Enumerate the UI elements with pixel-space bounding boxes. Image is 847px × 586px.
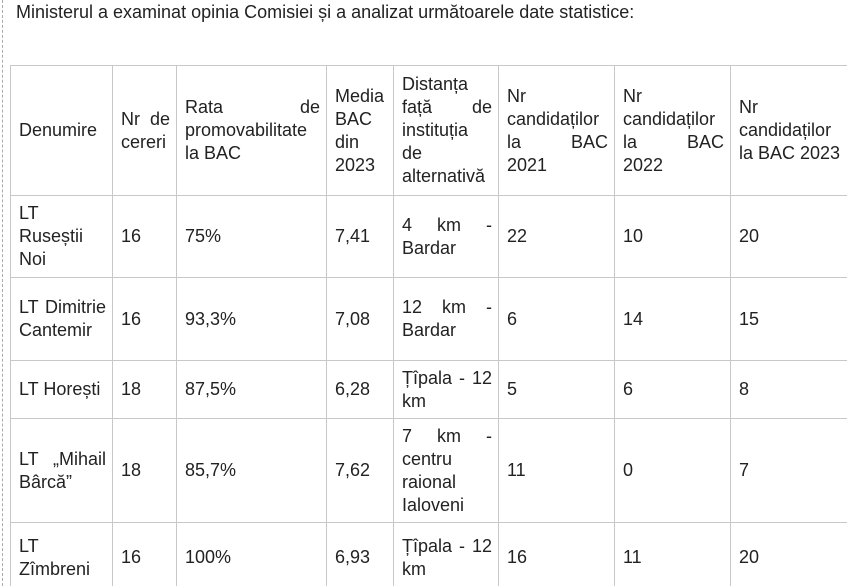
data-row: LT Zîmbreni 16 100% 6,93 Țîpala - 12 km 16 11 2… [10, 522, 847, 586]
cell: 7,08 [326, 277, 394, 361]
cell: 18 [112, 418, 177, 523]
cell: 16 [498, 522, 615, 586]
cell: 6,93 [326, 522, 394, 586]
header-cell: Media BAC din 2023 [326, 65, 394, 196]
data-row: LT „Mihail Bârcă” 18 85,7% 7,62 7 km - centr… [10, 418, 847, 523]
cell: 10 [614, 195, 731, 278]
header-cell: Nr de cereri [112, 65, 177, 196]
cell: 5 [498, 360, 615, 419]
cell: 15 [730, 277, 847, 361]
cell: Țîpala - 12 km [393, 360, 499, 419]
cell: 7,62 [326, 418, 394, 523]
cell: 16 [112, 522, 177, 586]
cell: LT Dimitrie Cantemir [10, 277, 113, 361]
header-cell: Nr candidaților la BAC 2021 [498, 65, 615, 196]
header-cell: Nr candidaților la BAC 2023 [730, 65, 847, 196]
cell: 87,5% [176, 360, 327, 419]
table-body: Denumire Nr de cereri Rata de promovabilit… [10, 65, 847, 586]
cell: 6,28 [326, 360, 394, 419]
cell: LT „Mihail Bârcă” [10, 418, 113, 523]
cell: 22 [498, 195, 615, 278]
intro-text: Ministerul a examinat opinia Comisiei și… [16, 2, 635, 22]
cell: 16 [112, 195, 177, 278]
data-row: LT Horești 18 87,5% 6,28 Țîpala - 12 km 5 6 8 [10, 360, 847, 419]
stats-table: Denumire Nr de cereri Rata de promovabilit… [10, 65, 847, 586]
cell: 12 km - Bardar [393, 277, 499, 361]
header-cell: Rata de promovabilitate la BAC [176, 65, 327, 196]
cell: LT Horești [10, 360, 113, 419]
cell: 16 [112, 277, 177, 361]
cell: 14 [614, 277, 731, 361]
cell: LT Zîmbreni [10, 522, 113, 586]
cell: 6 [498, 277, 615, 361]
cell: 11 [614, 522, 731, 586]
data-row: LT Ruseștii Noi 16 75% 7,41 4 km - Bardar 22 1… [10, 195, 847, 278]
cell: 6 [614, 360, 731, 419]
header-cell: Nr candidaților la BAC 2022 [614, 65, 731, 196]
data-row: LT Dimitrie Cantemir 16 93,3% 7,08 12 km - B… [10, 277, 847, 361]
cell: 85,7% [176, 418, 327, 523]
header-cell: Distanța față de instituția de alternati… [393, 65, 499, 196]
page-edge [2, 0, 3, 586]
header-row: Denumire Nr de cereri Rata de promovabilit… [10, 65, 847, 196]
cell: 18 [112, 360, 177, 419]
cell: 11 [498, 418, 615, 523]
cell: 7 km - centru raional Ialoveni [393, 418, 499, 523]
cell: LT Ruseștii Noi [10, 195, 113, 278]
cell: 0 [614, 418, 731, 523]
cell: 20 [730, 522, 847, 586]
cell: 7 [730, 418, 847, 523]
cell: 100% [176, 522, 327, 586]
cell: 93,3% [176, 277, 327, 361]
cell: 4 km - Bardar [393, 195, 499, 278]
cell: 8 [730, 360, 847, 419]
header-cell: Denumire [10, 65, 113, 196]
cell: Țîpala - 12 km [393, 522, 499, 586]
cell: 75% [176, 195, 327, 278]
cell: 20 [730, 195, 847, 278]
cell: 7,41 [326, 195, 394, 278]
